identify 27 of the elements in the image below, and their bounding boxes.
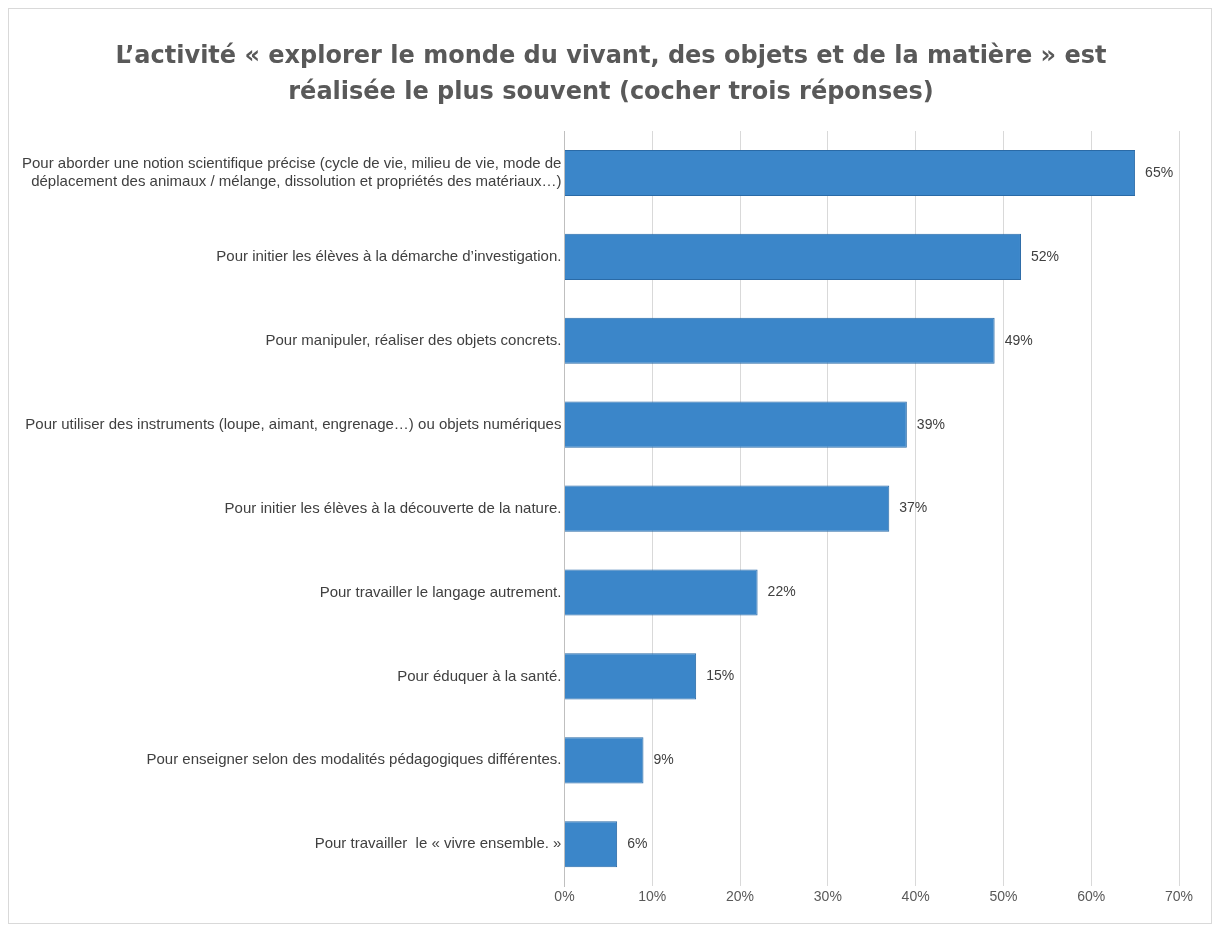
- x-tick-label: 30%: [813, 888, 842, 905]
- x-tick-label: 60%: [1077, 888, 1106, 905]
- y-tick-label: Pour travailler le langage autrement.: [319, 582, 562, 600]
- x-tick-label: 0%: [554, 888, 575, 905]
- x-tick-label: 10%: [638, 888, 667, 905]
- data-label: 52%: [1030, 247, 1060, 264]
- y-tick-label: Pour travailler le « vivre ensemble. »: [314, 834, 562, 852]
- x-tick-label: 20%: [726, 888, 755, 905]
- y-tick-label: Pour enseigner selon des modalités pédagogiques différentes.: [146, 750, 562, 768]
- x-tick-label: 70%: [1164, 888, 1194, 905]
- y-tick-label: Pour aborder une notion scientifique précise (cycle de vie, milieu de vie, mode de déplacement des animaux / mélange, dissolution et propriétés des matériaux…): [22, 154, 562, 190]
- data-label: 37%: [899, 499, 928, 516]
- y-tick-label: Pour initier les élèves à la découverte de la nature.: [224, 498, 562, 516]
- data-label: 9%: [653, 751, 674, 768]
- data-label: 22%: [767, 583, 796, 600]
- y-tick-label: Pour initier les élèves à la démarche d’investigation.: [216, 247, 562, 265]
- data-label: 39%: [916, 415, 945, 432]
- y-tick-label: Pour utiliser des instruments (loupe, aimant, engrenage…) ou objets numériques: [25, 414, 562, 432]
- y-tick-label: Pour éduquer à la santé.: [397, 666, 562, 684]
- y-tick-label: Pour manipuler, réaliser des objets concrets.: [265, 330, 562, 348]
- data-label: 15%: [706, 667, 735, 684]
- chart-title: L’activité « explorer le monde du vivant, des objets et de la matière » est réalisée le plus souvent (cocher trois réponses): [114, 40, 1108, 107]
- x-tick-label: 50%: [989, 888, 1018, 905]
- data-label: 6%: [627, 835, 648, 852]
- x-tick-label: 40%: [901, 888, 930, 905]
- data-label: 49%: [1004, 331, 1033, 348]
- data-label: 65%: [1145, 163, 1174, 180]
